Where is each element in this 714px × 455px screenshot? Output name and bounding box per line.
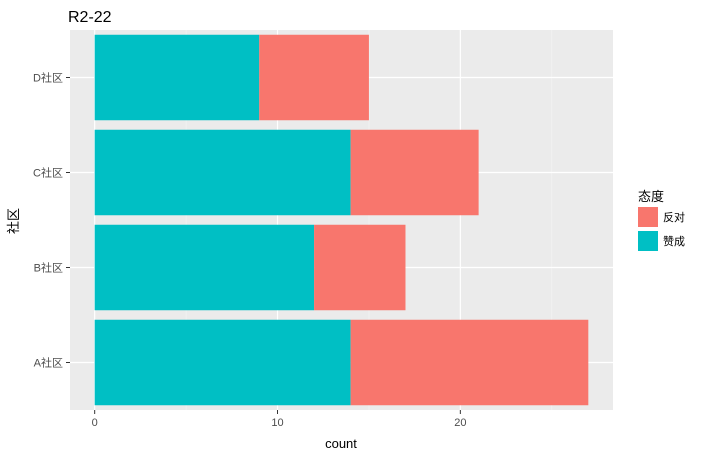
bar-赞成-C社区 (94, 129, 351, 216)
bar-反对-A社区 (350, 319, 589, 406)
bar-赞成-D社区 (94, 34, 260, 121)
y-tick-label: C社区 (33, 166, 63, 180)
bar-赞成-A社区 (94, 319, 351, 406)
legend-label-反对: 反对 (663, 210, 685, 224)
y-tick-label: A社区 (34, 356, 63, 370)
x-tick-label: 10 (271, 417, 283, 429)
y-axis: A社区 B社区 C社区 D社区 (33, 71, 70, 370)
x-tick-label: 0 (92, 417, 98, 429)
x-axis: 0 10 20 (92, 410, 466, 429)
bar-反对-C社区 (350, 129, 479, 216)
bars (94, 34, 589, 406)
bar-赞成-B社区 (94, 224, 315, 311)
legend-title: 态度 (638, 189, 664, 204)
chart-title: R2-22 (68, 9, 112, 26)
y-tick-label: B社区 (34, 261, 63, 275)
bar-反对-B社区 (314, 224, 406, 311)
legend-key-赞成 (638, 231, 658, 251)
legend-label-赞成: 赞成 (663, 235, 685, 248)
x-axis-title: count (325, 436, 357, 451)
legend-key-反对 (638, 207, 658, 227)
y-axis-title: 社区 (6, 208, 21, 234)
x-tick-label: 20 (454, 417, 466, 429)
y-tick-label: D社区 (33, 71, 63, 85)
bar-反对-D社区 (259, 34, 369, 121)
